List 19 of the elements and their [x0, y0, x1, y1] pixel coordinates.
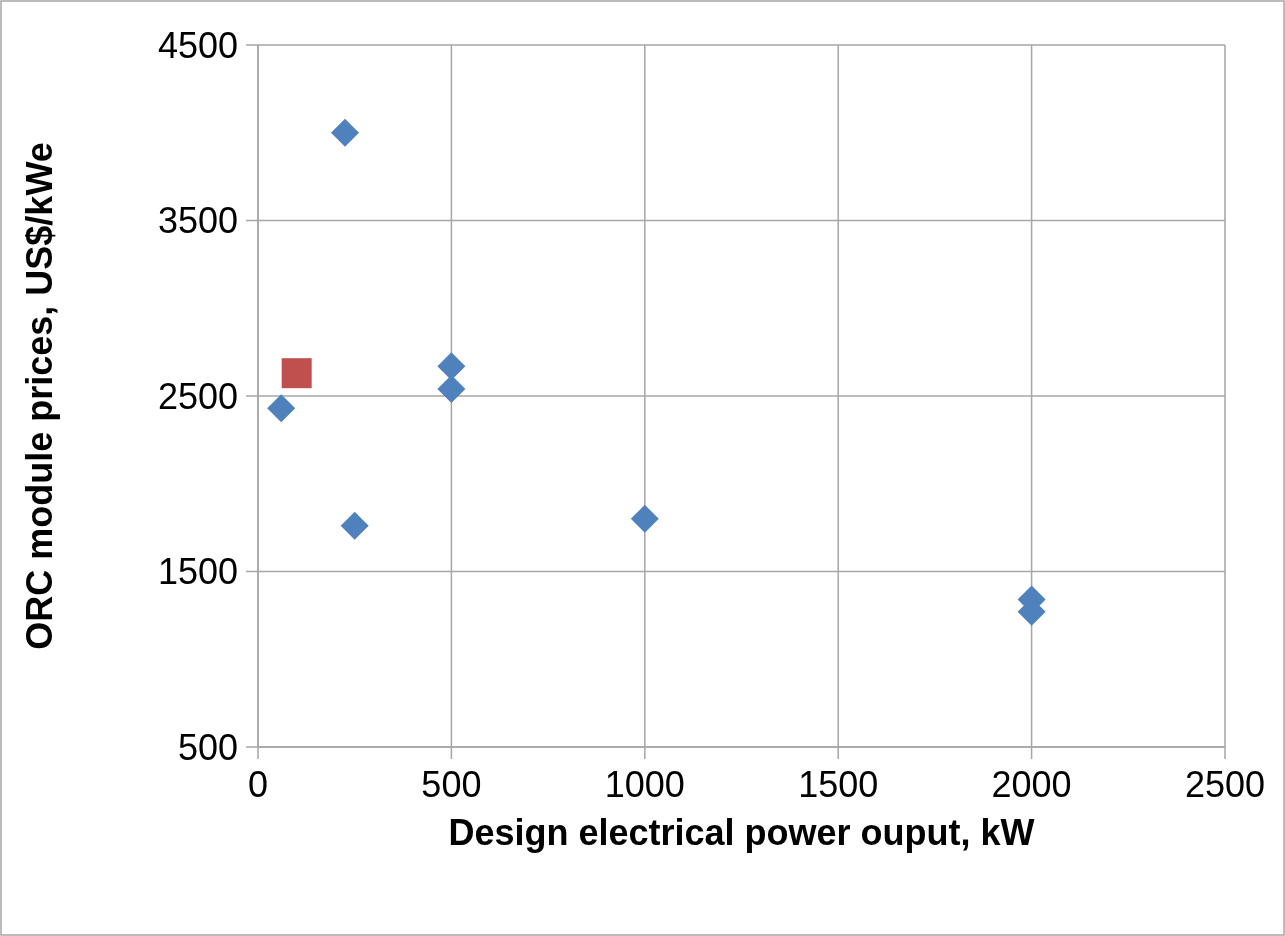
point — [630, 504, 659, 533]
point — [267, 394, 296, 423]
y-axis-title: ORC module prices, US$/kWe — [19, 142, 60, 650]
x-tick-label: 2000 — [991, 764, 1072, 805]
y-tick-label: 3500 — [157, 200, 238, 242]
point — [340, 511, 369, 540]
x-tick-label: 0 — [247, 764, 269, 805]
y-tick-label: 2500 — [157, 375, 238, 417]
x-tick-label: 500 — [421, 764, 482, 805]
point — [437, 374, 466, 403]
y-tick-label: 4500 — [157, 24, 238, 66]
point — [281, 358, 312, 389]
x-axis-title: Design electrical power ouput, kW — [448, 812, 1035, 853]
y-tick-label: 500 — [177, 726, 238, 768]
x-tick-label: 2500 — [1184, 764, 1266, 805]
x-tick-label: 1500 — [798, 764, 879, 805]
y-tick-label: 1500 — [157, 551, 238, 593]
x-tick-label: 1000 — [604, 764, 685, 805]
point — [331, 118, 360, 147]
